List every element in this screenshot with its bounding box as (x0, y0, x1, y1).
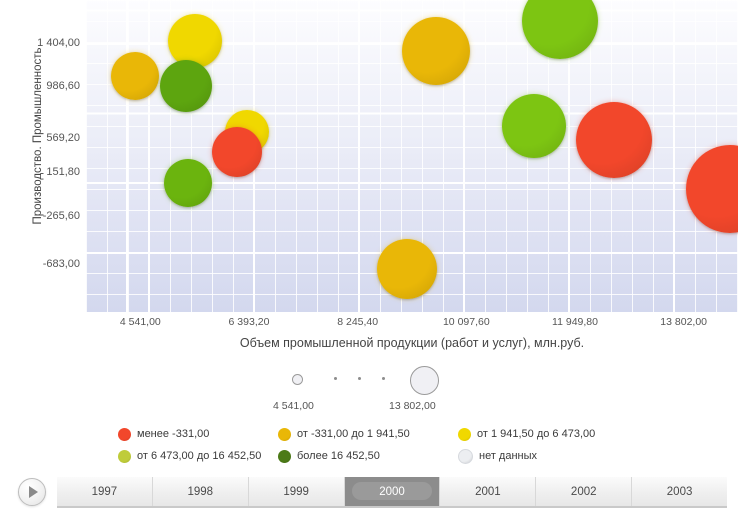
size-legend-circle-max (410, 366, 439, 395)
legend-swatch-icon (458, 427, 471, 441)
y-axis-tick: 151,80 (46, 166, 80, 178)
year-tab-1999[interactable]: 1999 (248, 477, 345, 506)
year-tab-label: 2000 (379, 485, 405, 498)
bubble-point[interactable] (168, 14, 223, 69)
legend-swatch-icon (278, 449, 291, 463)
bubble-point[interactable] (502, 93, 567, 158)
size-legend-dot (358, 377, 361, 380)
bubble-point[interactable] (402, 16, 471, 85)
size-legend-circle-min (292, 374, 303, 385)
x-axis-tick: 8 245,40 (337, 316, 379, 328)
bubble-point[interactable] (522, 0, 599, 59)
bubble-point[interactable] (212, 126, 263, 177)
year-tab-label: 2002 (570, 485, 597, 498)
y-axis-tick: 986,60 (46, 80, 80, 92)
color-legend-label: от 6 473,00 до 16 452,50 (137, 450, 262, 462)
timeline: 1997 1998 1999 2000 2001 2002 2003 (0, 474, 738, 512)
color-legend-label: от 1 941,50 до 6 473,00 (477, 428, 596, 440)
year-tab-label: 2001 (475, 485, 501, 498)
legend-swatch-icon (278, 427, 291, 441)
color-legend-item[interactable]: от 1 941,50 до 6 473,00 (458, 424, 595, 444)
bubble-point[interactable] (686, 145, 738, 234)
year-tab-label: 1998 (187, 485, 214, 498)
plot-area[interactable] (86, 0, 738, 312)
year-tab-2001[interactable]: 2001 (440, 477, 537, 506)
x-axis-tick: 6 393,20 (228, 316, 270, 328)
color-legend-item[interactable]: более 16 452,50 (278, 446, 380, 466)
year-tab-2000[interactable]: 2000 (344, 477, 441, 506)
x-axis-tick: 13 802,00 (660, 316, 708, 328)
year-tab-1997[interactable]: 1997 (57, 477, 153, 506)
bubble-point[interactable] (576, 101, 653, 178)
color-legend-item[interactable]: менее -331,00 (118, 424, 209, 444)
color-legend-item[interactable]: нет данных (458, 446, 537, 466)
legend-swatch-icon (118, 427, 131, 441)
play-icon (29, 486, 38, 498)
selected-pill (351, 482, 433, 500)
x-axis-title: Объем промышленной продукции (работ и ус… (239, 336, 585, 350)
x-axis-tick: 4 541,00 (119, 316, 161, 328)
legend-swatch-icon (118, 449, 131, 463)
size-legend-min-label: 4 541,00 (273, 400, 314, 412)
color-legend-item[interactable]: от -331,00 до 1 941,50 (278, 424, 410, 444)
size-legend-max-label: 13 802,00 (389, 400, 436, 412)
year-tab-label: 1997 (91, 485, 118, 498)
year-tab-1998[interactable]: 1998 (152, 477, 249, 506)
y-axis-tick: -683,00 (42, 258, 80, 270)
play-button[interactable] (18, 478, 46, 506)
x-axis: 4 541,00 6 393,20 8 245,40 10 097,60 11 949,… (86, 316, 738, 334)
size-legend-dot (334, 377, 337, 380)
color-legend: менее -331,00 от -331,00 до 1 941,50 от 1 … (118, 424, 638, 468)
year-tab-label: 1999 (283, 485, 309, 498)
year-tab-label: 2003 (666, 485, 693, 498)
x-axis-tick: 10 097,60 (442, 316, 490, 328)
legend-swatch-icon (458, 448, 473, 464)
color-legend-label: нет данных (479, 450, 538, 462)
bubble-point[interactable] (160, 60, 213, 112)
bubble-point[interactable] (377, 238, 438, 299)
color-legend-item[interactable]: от 6 473,00 до 16 452,50 (118, 446, 261, 466)
y-axis-tick: -265,60 (42, 210, 80, 222)
bubble-point[interactable] (164, 158, 213, 207)
bubble-point[interactable] (111, 51, 160, 100)
y-axis-tick: 569,20 (46, 132, 80, 144)
year-tabs: 1997 1998 1999 2000 2001 2002 2003 (57, 477, 728, 508)
year-tab-2002[interactable]: 2002 (536, 477, 633, 506)
color-legend-label: более 16 452,50 (297, 450, 380, 462)
x-axis-tick: 11 949,80 (552, 316, 598, 328)
size-legend: 4 541,00 13 802,00 (270, 364, 490, 414)
y-axis-tick: 1 404,00 (37, 37, 80, 49)
color-legend-label: от -331,00 до 1 941,50 (297, 428, 410, 440)
year-tab-2003[interactable]: 2003 (632, 477, 728, 506)
y-axis: Производство. Промышленность 1 404,00 98… (0, 0, 80, 312)
color-legend-label: менее -331,00 (137, 428, 210, 440)
size-legend-dot (382, 377, 385, 380)
